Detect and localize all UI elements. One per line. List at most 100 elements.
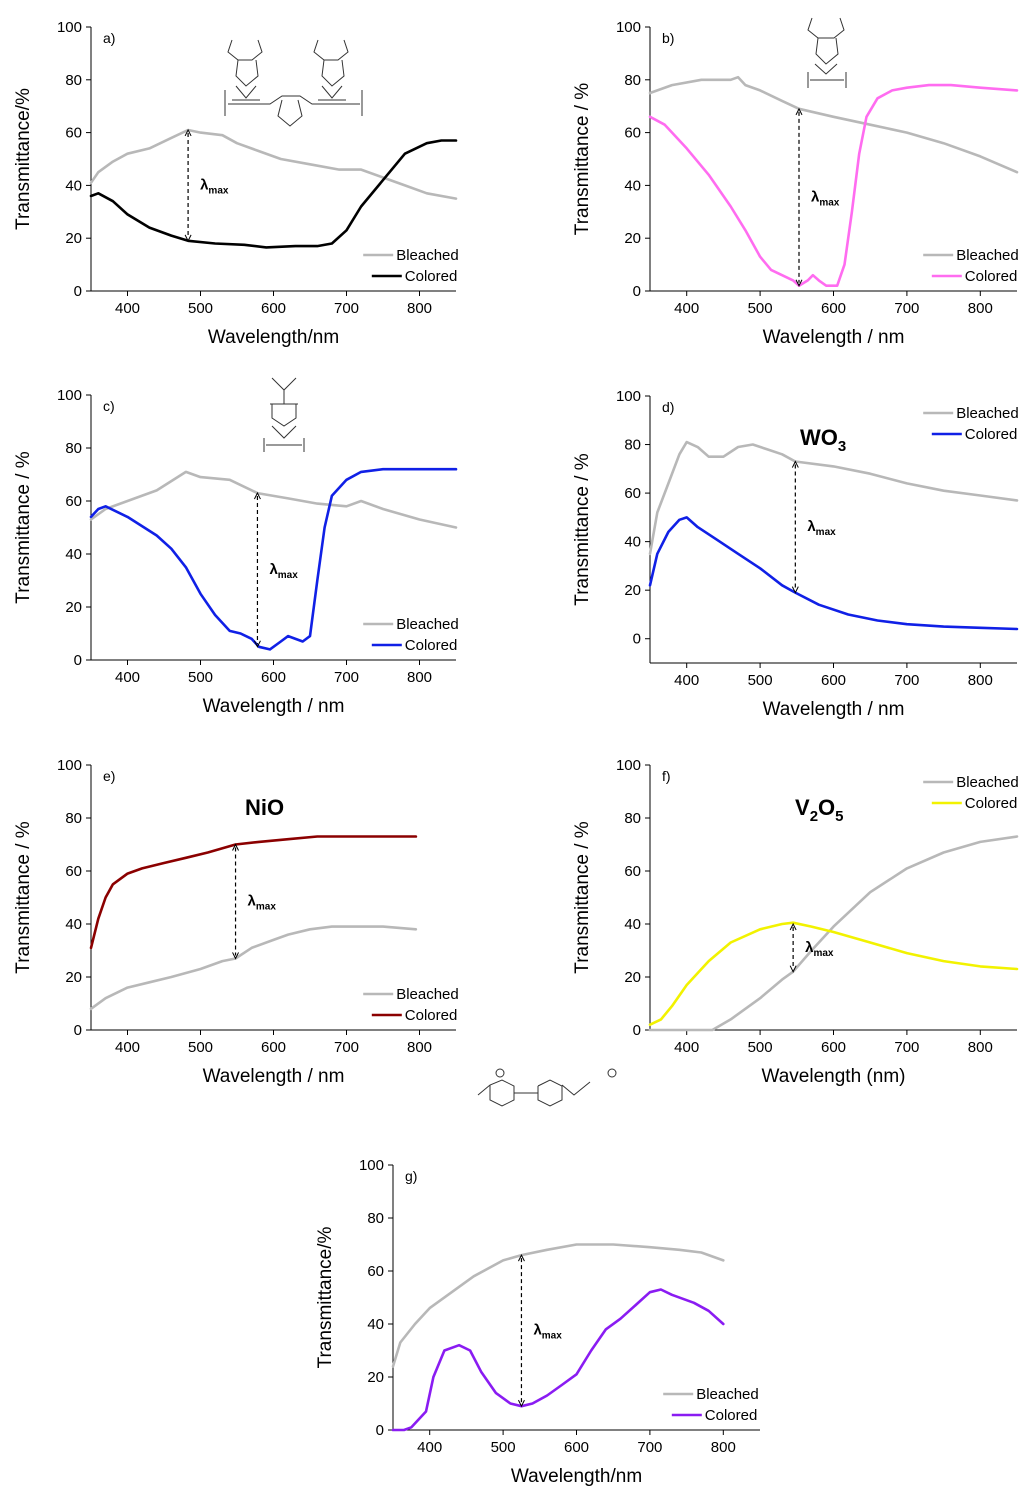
x-axis-label: Wavelength / nm xyxy=(203,696,345,717)
y-tick-label: 40 xyxy=(65,546,82,563)
y-tick-label: 40 xyxy=(65,916,82,933)
series-line-bleached xyxy=(391,1243,725,1368)
x-axis-label: Wavelength/nm xyxy=(208,327,339,348)
viologen-structure-icon xyxy=(477,1068,617,1107)
x-tick-label: 800 xyxy=(968,1039,993,1056)
x-tick-label: 500 xyxy=(748,672,773,689)
panel-label: f) xyxy=(662,768,671,784)
x-axis-label: Wavelength / nm xyxy=(763,699,905,720)
chart-title-subscript: 3 xyxy=(838,438,846,455)
x-tick-label: 700 xyxy=(334,1039,359,1056)
arrow-head-up-icon xyxy=(791,460,799,468)
arrow-head-down-icon xyxy=(184,234,192,242)
legend-label-colored: Colored xyxy=(405,268,458,285)
legend: Bleached Colored xyxy=(923,247,1019,285)
x-tick-label: 500 xyxy=(188,300,213,317)
lambda-max-label: λmax xyxy=(200,176,229,196)
x-tick-label: 800 xyxy=(968,672,993,689)
series-line-colored xyxy=(648,516,1019,631)
x-axis-label: Wavelength / nm xyxy=(763,327,905,348)
lambda-max-subscript: max xyxy=(278,570,298,581)
legend-label-colored: Colored xyxy=(405,637,458,654)
x-tick-label: 700 xyxy=(334,300,359,317)
series-line-bleached xyxy=(648,440,1019,556)
y-tick-label: 100 xyxy=(57,19,82,36)
chart-title-part: O xyxy=(818,795,835,820)
legend: Bleached Colored xyxy=(923,405,1019,443)
x-tick-label: 400 xyxy=(115,669,140,686)
arrow-head-up-icon xyxy=(518,1253,525,1262)
legend: Bleached Colored xyxy=(363,986,459,1024)
panel-label: e) xyxy=(103,768,115,784)
lambda-max-label: λmax xyxy=(269,561,298,581)
x-tick-label: 800 xyxy=(407,300,432,317)
chart-title-subscript: 2 xyxy=(810,808,818,825)
x-tick-label: 400 xyxy=(115,300,140,317)
y-tick-label: 60 xyxy=(624,485,641,502)
series-line-colored xyxy=(648,921,1019,1026)
chart-panel-a: 0 20 40 60 80 100 400 500 600 700 800 Wavelength/nm… xyxy=(13,19,459,348)
y-tick-label: 100 xyxy=(616,19,641,36)
arrow-head-down-icon xyxy=(789,965,797,973)
y-tick-label: 40 xyxy=(624,916,641,933)
series-line-colored xyxy=(89,835,418,950)
x-tick-label: 400 xyxy=(674,300,699,317)
y-tick-label: 20 xyxy=(624,969,641,986)
x-tick-label: 700 xyxy=(894,300,919,317)
y-tick-label: 100 xyxy=(57,757,82,774)
y-tick-label: 0 xyxy=(376,1422,384,1439)
y-axis-label: Transmittance/% xyxy=(315,1226,336,1368)
legend-label-colored: Colored xyxy=(965,268,1018,285)
x-tick-label: 500 xyxy=(748,1039,773,1056)
arrow-head-down-icon xyxy=(795,279,803,287)
y-tick-label: 80 xyxy=(624,72,641,89)
arrow-head-up-icon xyxy=(789,922,797,931)
arrow-head-up-icon xyxy=(253,491,261,500)
x-tick-label: 700 xyxy=(637,1439,662,1456)
x-tick-label: 700 xyxy=(894,1039,919,1056)
y-tick-label: 0 xyxy=(74,652,82,669)
series-line-colored xyxy=(391,1288,725,1432)
y-tick-label: 20 xyxy=(65,969,82,986)
x-tick-label: 600 xyxy=(821,672,846,689)
series-line-bleached xyxy=(89,128,458,200)
polymer-structure-icon-b xyxy=(807,17,847,88)
series-line-bleached xyxy=(648,835,1019,1032)
y-tick-label: 0 xyxy=(74,283,82,300)
x-tick-label: 400 xyxy=(674,672,699,689)
y-tick-label: 0 xyxy=(633,283,641,300)
legend-label-bleached: Bleached xyxy=(396,247,459,264)
lambda-max-label: λmax xyxy=(807,518,836,538)
series-line-bleached xyxy=(89,925,418,1011)
y-axis-label: Transmittance/% xyxy=(13,88,34,230)
y-tick-label: 100 xyxy=(616,757,641,774)
y-tick-label: 100 xyxy=(616,388,641,405)
series-line-colored xyxy=(89,467,458,651)
y-tick-label: 0 xyxy=(633,1022,641,1039)
y-tick-label: 60 xyxy=(65,125,82,142)
lambda-max-subscript: max xyxy=(813,948,833,959)
chart-title: WO3 xyxy=(800,425,846,455)
legend-label-colored: Colored xyxy=(965,426,1018,443)
x-tick-label: 500 xyxy=(188,669,213,686)
legend-label-colored: Colored xyxy=(965,795,1018,812)
y-tick-label: 80 xyxy=(65,810,82,827)
legend: Bleached Colored xyxy=(363,247,459,285)
legend-label-bleached: Bleached xyxy=(396,616,459,633)
y-tick-label: 80 xyxy=(65,440,82,457)
legend-label-colored: Colored xyxy=(405,1007,458,1024)
legend-label-bleached: Bleached xyxy=(956,405,1019,422)
y-tick-label: 80 xyxy=(624,437,641,454)
lambda-max-label: λmax xyxy=(248,892,277,912)
y-tick-label: 60 xyxy=(367,1263,384,1280)
chart-panel-d: 0 20 40 60 80 100 400 500 600 700 800 Wavelength / … xyxy=(572,388,1019,720)
polymer-structure-icon-a xyxy=(224,39,363,127)
y-tick-label: 60 xyxy=(624,125,641,142)
series-line-bleached xyxy=(89,470,458,529)
y-tick-label: 80 xyxy=(367,1210,384,1227)
x-tick-label: 500 xyxy=(491,1439,516,1456)
lambda-max-subscript: max xyxy=(208,185,228,196)
y-tick-label: 20 xyxy=(367,1369,384,1386)
x-tick-label: 800 xyxy=(711,1439,736,1456)
y-tick-label: 40 xyxy=(624,534,641,551)
